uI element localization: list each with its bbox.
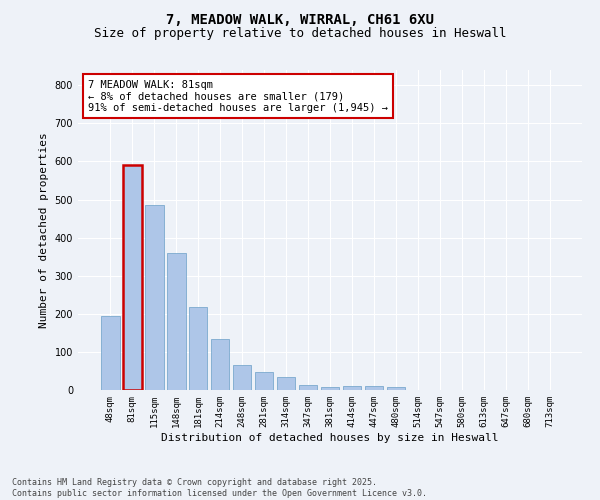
Bar: [145, 205, 164, 390]
Bar: [365, 386, 383, 390]
Bar: [167, 253, 185, 390]
Bar: [189, 307, 208, 390]
Bar: [343, 386, 361, 390]
X-axis label: Distribution of detached houses by size in Heswall: Distribution of detached houses by size …: [161, 432, 499, 442]
Bar: [299, 384, 317, 390]
Bar: [101, 316, 119, 390]
Y-axis label: Number of detached properties: Number of detached properties: [39, 132, 49, 328]
Text: Contains HM Land Registry data © Crown copyright and database right 2025.
Contai: Contains HM Land Registry data © Crown c…: [12, 478, 427, 498]
Bar: [233, 365, 251, 390]
Bar: [277, 376, 295, 390]
Text: Size of property relative to detached houses in Heswall: Size of property relative to detached ho…: [94, 28, 506, 40]
Bar: [386, 388, 405, 390]
Text: 7, MEADOW WALK, WIRRAL, CH61 6XU: 7, MEADOW WALK, WIRRAL, CH61 6XU: [166, 12, 434, 26]
Bar: [123, 165, 142, 390]
Bar: [255, 372, 274, 390]
Bar: [211, 340, 229, 390]
Text: 7 MEADOW WALK: 81sqm
← 8% of detached houses are smaller (179)
91% of semi-detac: 7 MEADOW WALK: 81sqm ← 8% of detached ho…: [88, 80, 388, 113]
Bar: [320, 387, 340, 390]
